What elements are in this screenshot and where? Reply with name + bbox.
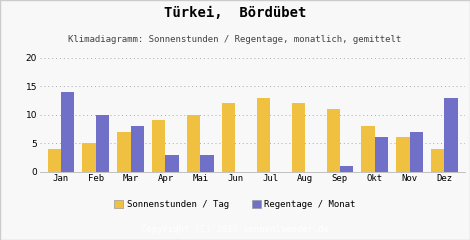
Text: Copyright (C) 2010 sonnenlaender.de: Copyright (C) 2010 sonnenlaender.de	[141, 225, 329, 234]
Bar	[165, 155, 179, 172]
Bar	[292, 103, 305, 172]
Bar	[361, 126, 375, 172]
Bar	[375, 137, 388, 172]
Text: Klimadiagramm: Sonnenstunden / Regentage, monatlich, gemittelt: Klimadiagramm: Sonnenstunden / Regentage…	[68, 35, 402, 44]
Bar	[131, 126, 144, 172]
Bar	[118, 132, 131, 172]
Bar	[83, 143, 96, 172]
Bar	[187, 115, 200, 172]
Bar	[396, 137, 409, 172]
Text: Türkei,  Bördübet: Türkei, Bördübet	[164, 6, 306, 20]
Bar	[340, 166, 353, 172]
Bar	[61, 92, 74, 172]
Bar	[47, 149, 61, 172]
Bar	[327, 109, 340, 172]
Bar	[96, 115, 109, 172]
Bar	[152, 120, 165, 172]
Bar	[222, 103, 235, 172]
Bar	[431, 149, 444, 172]
Bar	[200, 155, 213, 172]
Legend: Sonnenstunden / Tag, Regentage / Monat: Sonnenstunden / Tag, Regentage / Monat	[111, 197, 359, 213]
Bar	[444, 97, 458, 172]
Bar	[409, 132, 423, 172]
Bar	[257, 97, 270, 172]
